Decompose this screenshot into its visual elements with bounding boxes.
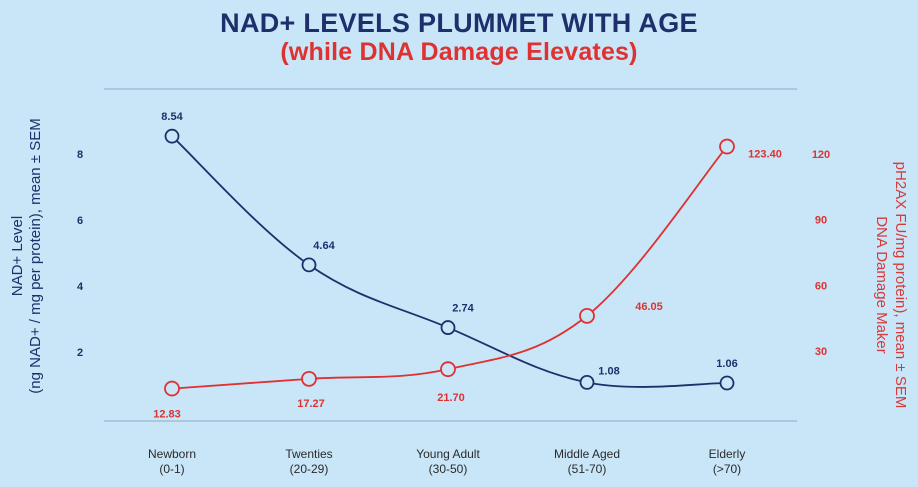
y-tick-left-label: 2 [77,347,83,359]
x-tick-sublabel: (>70) [713,462,741,476]
y-tick-left-label: 4 [77,281,84,293]
x-tick-sublabel: (30-50) [429,462,468,476]
x-tick-label: Elderly [709,447,746,461]
x-tick-label: Middle Aged [554,447,620,461]
series-layer: 8.54 4.64 2.74 1.08 1.06 12.83 17.27 21.70 46.05… [153,111,782,420]
y-axis-left-title-line2: (ng NAD+ / mg per protein), mean ± SEM [27,118,44,393]
x-tick-sublabel: (51-70) [568,462,607,476]
dna-damage-data-point [719,138,735,155]
nad-data-label: 2.74 [452,303,474,315]
y-tick-left-label: 6 [77,215,83,227]
nad-data-point [440,320,456,335]
nad-data-point [719,375,735,391]
y-axis-right-title-line1: DNA Damage Maker [873,216,890,354]
x-axis-categories: Newborn(0-1) Twenties(20-29) Young Adult(3… [148,447,745,476]
dna-damage-data-point [301,370,317,387]
nad-data-point [301,257,317,273]
chart-subtitle: (while DNA Damage Elevates) [280,38,638,66]
y-tick-right-label: 120 [812,149,830,161]
dna-damage-data-point [164,380,180,397]
x-tick-sublabel: (0-1) [159,462,184,476]
dna-damage-data-label: 21.70 [437,392,465,404]
nad-data-point [579,374,595,390]
y-tick-left-label: 8 [77,149,83,161]
y-axis-right-title-line2: pH2AX FU/mg protein), mean ± SEM [892,162,909,409]
dna-damage-data-label: 12.83 [153,409,181,421]
dna-damage-data-point [440,361,456,378]
chart-title: NAD+ LEVELS PLUMMET WITH AGE [220,8,698,38]
x-tick-sublabel: (20-29) [290,462,329,476]
nad-data-label: 4.64 [313,240,335,252]
y-axis-left-title-line1: NAD+ Level [9,216,26,296]
nad-data-label: 8.54 [161,111,183,123]
dna-damage-data-label: 46.05 [635,301,663,313]
y-tick-right-label: 90 [815,215,827,227]
dna-damage-data-point [579,307,595,324]
y-axis-left-ticks: 2 4 6 8 [77,149,84,359]
x-tick-label: Young Adult [416,447,480,461]
dna-damage-data-label: 123.40 [748,149,782,161]
x-tick-label: Twenties [285,447,332,461]
dna-damage-data-label: 17.27 [297,398,325,410]
nad-data-label: 1.06 [716,358,737,370]
dna-damage-series-line [171,145,728,390]
nad-data-label: 1.08 [598,365,619,377]
y-axis-right-ticks: 30 60 90 120 [812,149,830,358]
nad-series-line [171,135,728,388]
y-tick-right-label: 60 [815,280,827,292]
x-tick-label: Newborn [148,447,196,461]
y-tick-right-label: 30 [815,346,827,358]
nad-data-point [164,128,180,144]
